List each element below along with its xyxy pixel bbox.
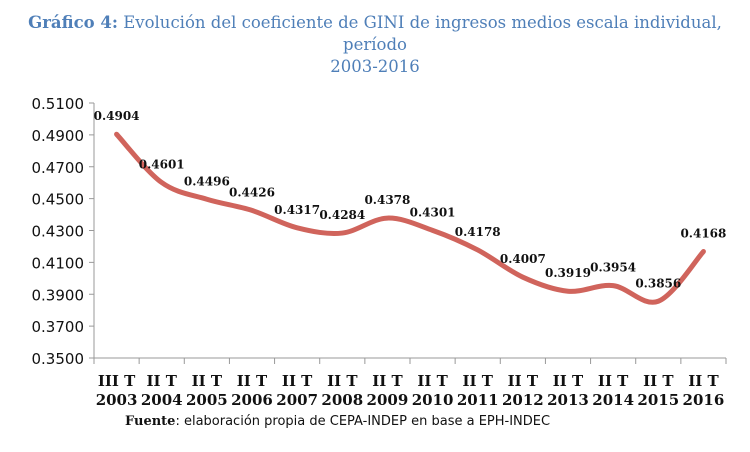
x-tick-label-year: 2009 xyxy=(367,391,409,409)
source-label: Fuente xyxy=(125,414,176,429)
data-label: 0.4317 xyxy=(274,203,320,217)
data-label: 0.4301 xyxy=(410,205,456,219)
x-tick-label-year: 2007 xyxy=(276,391,318,409)
data-label: 0.4007 xyxy=(500,252,546,266)
y-tick-label: 0.4500 xyxy=(32,191,85,209)
x-tick-label-year: 2005 xyxy=(186,391,228,409)
x-tick-label-year: 2008 xyxy=(321,391,363,409)
x-tick-label-year: 2016 xyxy=(683,391,725,409)
x-tick-label-year: 2006 xyxy=(231,391,273,409)
x-tick-label-quarter: III T xyxy=(98,372,136,390)
x-tick-label-quarter: II T xyxy=(372,372,403,390)
data-label: 0.4378 xyxy=(364,193,410,207)
source-note: Fuente: elaboración propia de CEPA-INDEP… xyxy=(125,414,550,429)
y-tick-label: 0.4900 xyxy=(32,127,85,145)
source-text: : elaboración propia de CEPA-INDEP en ba… xyxy=(175,414,551,429)
data-label: 0.3919 xyxy=(545,266,591,280)
x-tick-label-quarter: II T xyxy=(192,372,223,390)
y-tick-label: 0.4100 xyxy=(32,254,85,272)
x-tick-label-year: 2012 xyxy=(502,391,544,409)
x-tick-label-year: 2011 xyxy=(457,391,499,409)
x-tick-label-quarter: II T xyxy=(508,372,539,390)
x-tick-label-quarter: II T xyxy=(688,372,719,390)
data-label: 0.4426 xyxy=(229,185,275,199)
x-tick-label-quarter: II T xyxy=(643,372,674,390)
data-label: 0.4601 xyxy=(139,158,185,172)
data-label: 0.3856 xyxy=(635,276,681,290)
gini-series-line xyxy=(114,131,706,305)
x-tick-label-quarter: II T xyxy=(598,372,629,390)
data-label: 0.4904 xyxy=(94,109,140,123)
y-tick-label: 0.4700 xyxy=(32,159,85,177)
data-label: 0.4496 xyxy=(184,174,230,188)
data-label: 0.4168 xyxy=(680,227,726,241)
y-tick-label: 0.3500 xyxy=(32,350,85,368)
chart-title-label: Gráfico 4: xyxy=(28,13,118,32)
x-tick-label-year: 2004 xyxy=(141,391,183,409)
chart-title-text: Evolución del coeficiente de GINI de ing… xyxy=(123,13,722,54)
data-label: 0.4284 xyxy=(319,208,365,222)
x-tick-label-quarter: II T xyxy=(147,372,178,390)
y-tick-label: 0.4300 xyxy=(32,223,85,241)
chart-title: Gráfico 4: Evolución del coeficiente de … xyxy=(0,12,750,78)
chart-title-line2: 2003-2016 xyxy=(330,57,420,76)
x-tick-label-quarter: II T xyxy=(282,372,313,390)
y-tick-label: 0.5100 xyxy=(32,95,85,113)
x-tick-label-quarter: II T xyxy=(553,372,584,390)
data-label: 0.4178 xyxy=(455,225,501,239)
y-tick-label: 0.3900 xyxy=(32,286,85,304)
x-tick-label-quarter: II T xyxy=(417,372,448,390)
x-tick-label-year: 2010 xyxy=(412,391,454,409)
x-tick-label-year: 2003 xyxy=(96,391,138,409)
x-tick-label-quarter: II T xyxy=(237,372,268,390)
x-tick-label-year: 2013 xyxy=(547,391,589,409)
x-tick-label-quarter: II T xyxy=(463,372,494,390)
y-tick-label: 0.3700 xyxy=(32,318,85,336)
x-tick-label-quarter: II T xyxy=(327,372,358,390)
data-label: 0.3954 xyxy=(590,261,636,275)
x-tick-label-year: 2014 xyxy=(592,391,634,409)
x-tick-label-year: 2015 xyxy=(637,391,679,409)
